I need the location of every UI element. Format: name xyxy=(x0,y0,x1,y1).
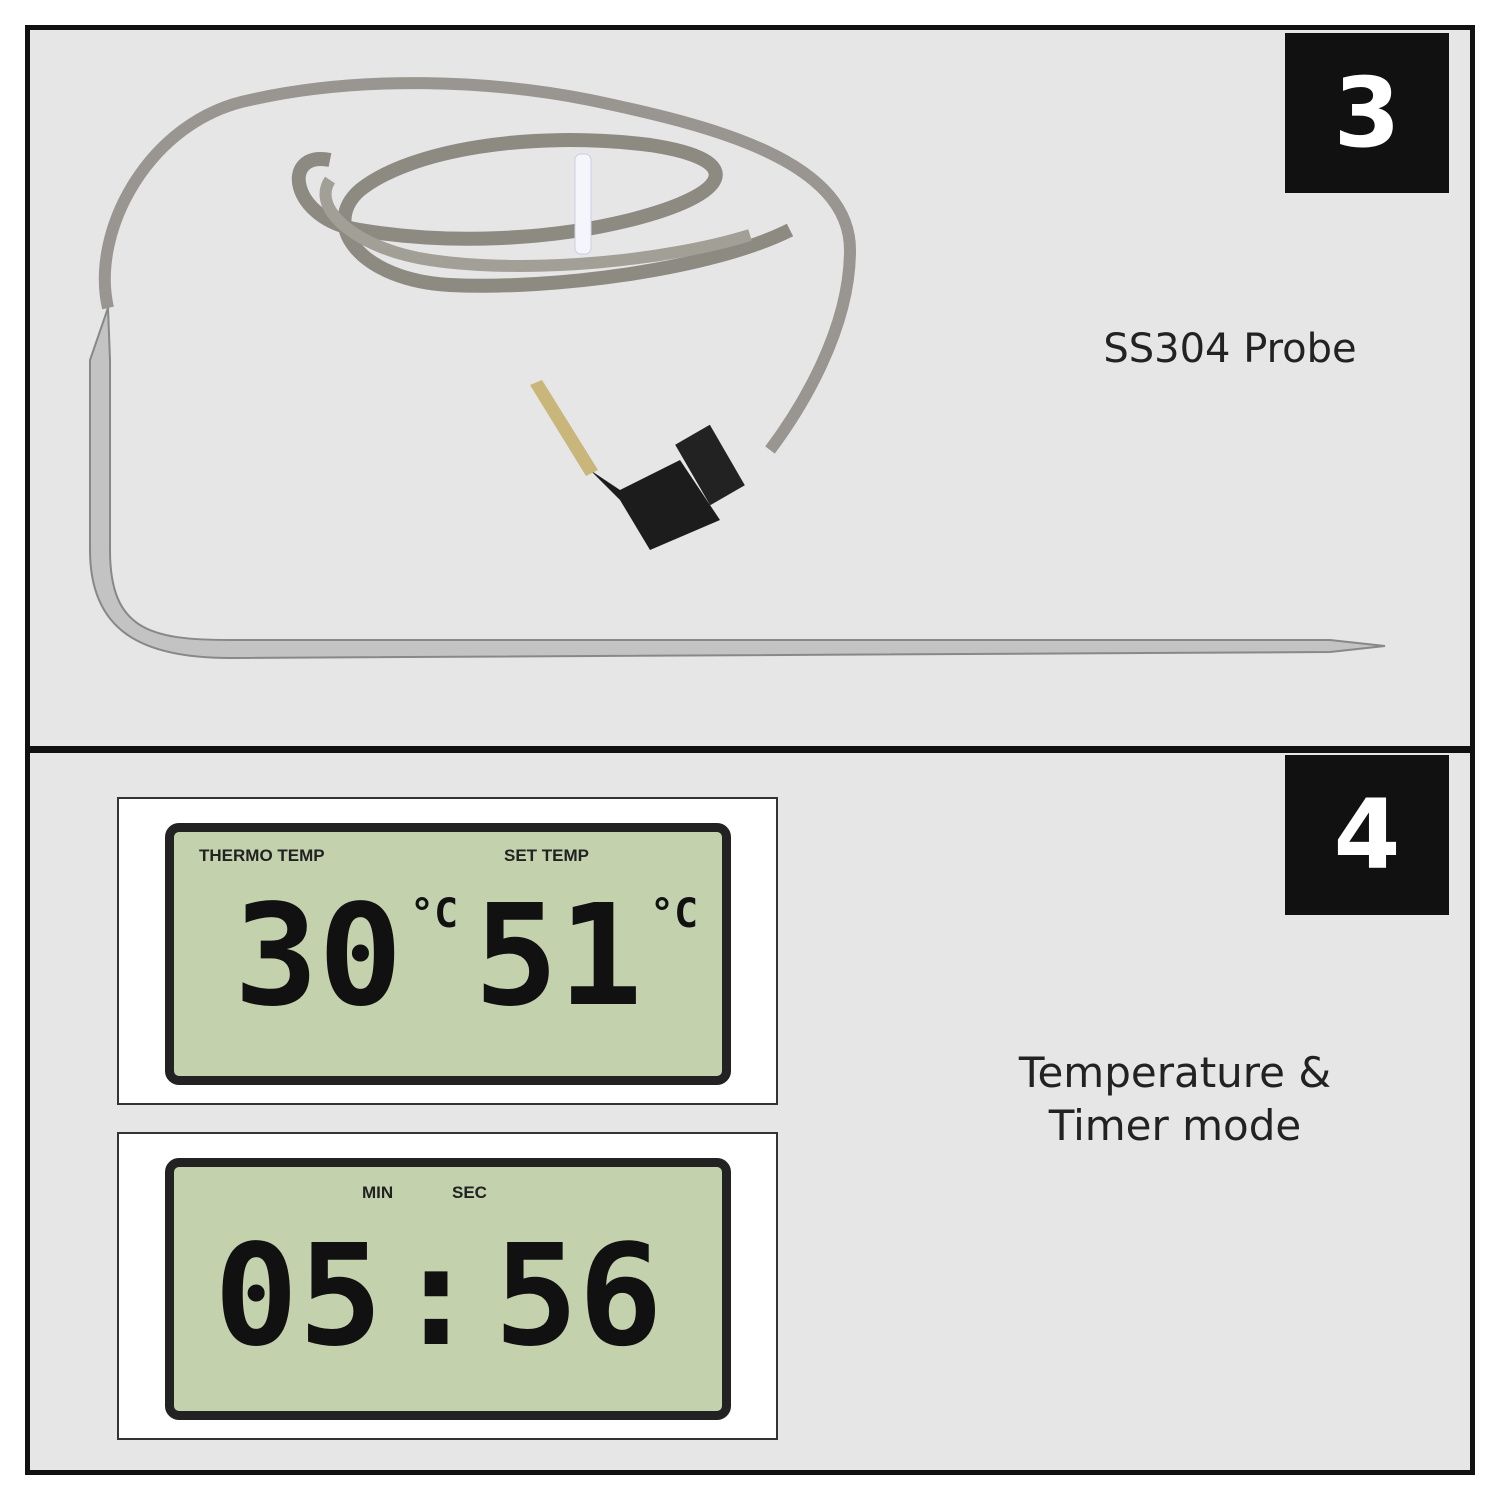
set-unit: °C xyxy=(650,891,699,937)
temperature-display-photo: THERMO TEMP SET TEMP 30 °C 51 °C xyxy=(117,797,778,1105)
sec-label: SEC xyxy=(452,1183,487,1202)
caption-line-2: Timer mode xyxy=(1048,1101,1302,1150)
thermo-unit: °C xyxy=(410,891,459,937)
lcd-screen: MIN SEC 05 : 56 xyxy=(165,1158,731,1420)
step-number-badge: 3 xyxy=(1285,33,1449,193)
modes-caption: Temperature & Timer mode xyxy=(970,1046,1380,1152)
panel-probe: 3 SS304 Probe xyxy=(30,30,1470,746)
timer-minutes: 05 xyxy=(214,1215,383,1378)
thermo-temp-value: 30 xyxy=(234,875,403,1038)
timer-display-photo: MIN SEC 05 : 56 xyxy=(117,1132,778,1440)
probe-caption: SS304 Probe xyxy=(1103,326,1357,372)
thermo-temp-label: THERMO TEMP xyxy=(199,846,325,865)
probe-image xyxy=(89,77,1386,660)
timer-seconds: 56 xyxy=(494,1215,663,1378)
lcd-screen: THERMO TEMP SET TEMP 30 °C 51 °C xyxy=(165,823,731,1085)
timer-separator: : xyxy=(394,1215,479,1378)
min-label: MIN xyxy=(362,1183,394,1202)
caption-line-1: Temperature & xyxy=(1018,1048,1332,1097)
set-temp-value: 51 xyxy=(474,875,643,1038)
step-number-badge: 4 xyxy=(1285,755,1449,915)
set-temp-label: SET TEMP xyxy=(504,846,590,865)
